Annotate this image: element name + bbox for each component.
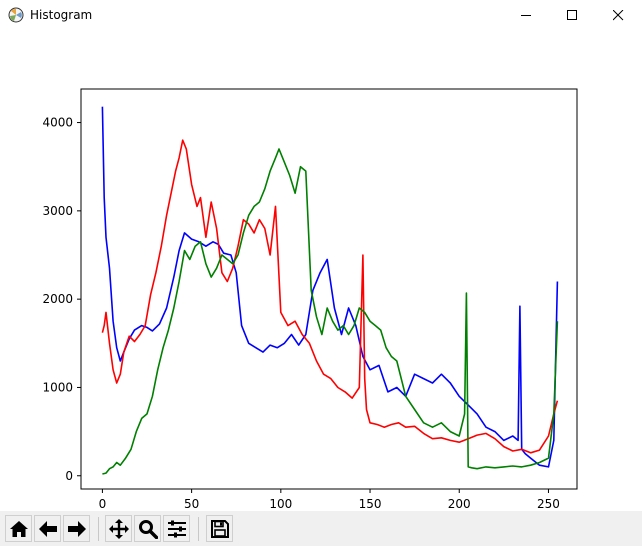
- y-tick-label: 0: [65, 469, 73, 483]
- minimize-button[interactable]: [504, 0, 550, 31]
- forward-button[interactable]: [63, 515, 90, 542]
- figure-canvas[interactable]: 0 50 100 150 200 250 0 1000 2000 3000 4000: [0, 31, 642, 511]
- series-line-1: [101, 139, 559, 454]
- back-arrow-icon: [39, 521, 57, 537]
- x-tick-label: 0: [99, 497, 107, 511]
- save-button[interactable]: [206, 515, 233, 542]
- x-tick-label: 200: [448, 497, 471, 511]
- home-icon: [10, 521, 28, 537]
- maximize-icon: [567, 10, 577, 20]
- toolbar-separator: [98, 517, 99, 541]
- y-tick-label: 3000: [42, 204, 73, 218]
- close-button[interactable]: [596, 0, 642, 31]
- series-line-2: [102, 148, 559, 475]
- pan-icon: [109, 519, 129, 539]
- y-tick-label: 1000: [42, 380, 73, 394]
- forward-arrow-icon: [68, 521, 86, 537]
- x-tick-label: 50: [184, 497, 199, 511]
- matplotlib-app-icon: [8, 7, 24, 23]
- x-tick-label: 100: [269, 497, 292, 511]
- home-button[interactable]: [5, 515, 32, 542]
- histogram-chart: 0 50 100 150 200 250 0 1000 2000 3000 4000: [42, 88, 578, 511]
- zoom-button[interactable]: [134, 515, 161, 542]
- y-tick-label: 2000: [42, 292, 73, 306]
- title-bar: Histogram: [0, 0, 642, 32]
- save-icon: [211, 520, 229, 538]
- plot-area: [80, 88, 578, 490]
- tick-layer: 0 50 100 150 200 250 0 1000 2000 3000 4000: [42, 116, 559, 511]
- x-tick-label: 150: [359, 497, 382, 511]
- window-title: Histogram: [30, 8, 93, 22]
- close-icon: [613, 10, 624, 21]
- y-tick-label: 4000: [42, 116, 73, 130]
- x-tick-label: 250: [537, 497, 560, 511]
- minimize-icon: [521, 15, 531, 16]
- toolbar-separator: [198, 517, 199, 541]
- configure-subplots-icon: [168, 520, 186, 538]
- series-line-0: [101, 106, 559, 468]
- maximize-button[interactable]: [550, 0, 596, 31]
- back-button[interactable]: [34, 515, 61, 542]
- series-layer: [101, 106, 559, 475]
- configure-subplots-button[interactable]: [163, 515, 190, 542]
- navigation-toolbar: [0, 511, 642, 546]
- zoom-icon: [139, 520, 158, 539]
- pan-button[interactable]: [105, 515, 132, 542]
